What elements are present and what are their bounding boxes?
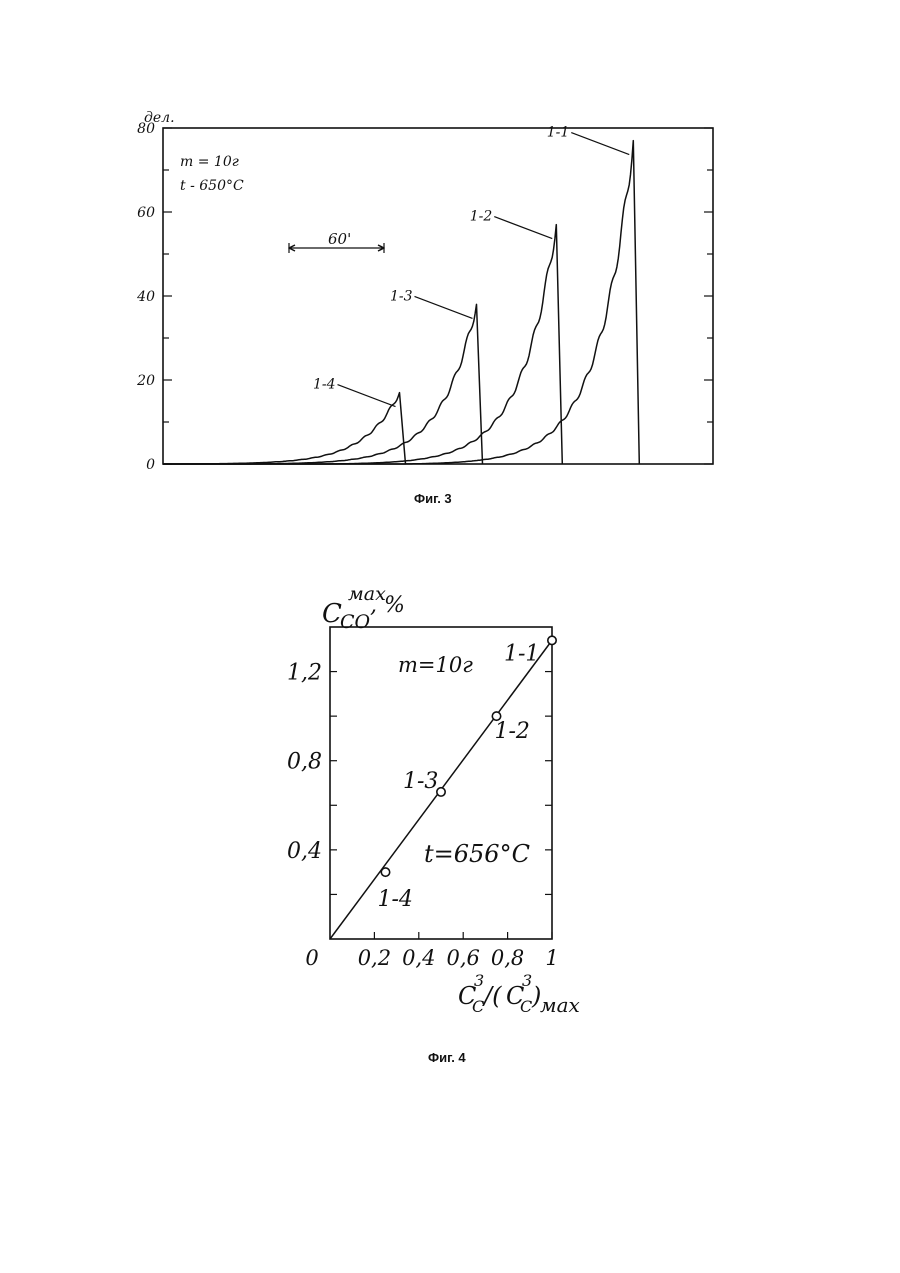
figure-3: дел. 020406080 m = 10г t - 650°C 60' 1-4… (136, 110, 713, 506)
fig4-x-tick-label: 0,8 (491, 946, 524, 970)
fig4-mass-annotation: m=10г (398, 653, 473, 677)
fig4-xlabel-b-tail: мах (540, 993, 580, 1017)
fig4-temp-annotation: t=656°C (424, 840, 530, 868)
fig3-scale-bar: 60' (289, 230, 384, 253)
fig3-series-labels: 1-4 1-3 1-2 1-1 (313, 125, 629, 407)
fig3-caption: Фиг. 3 (414, 491, 452, 506)
fig3-mass-annotation: m = 10г (180, 154, 239, 170)
fig3-y-ticks: 0 20 40 60 80 (136, 121, 172, 473)
fig4-xlabel-a-sub: C (472, 997, 484, 1016)
fig3-y-tick-label: 0 (146, 457, 155, 473)
fig4-data-point (381, 868, 389, 876)
fig4-caption: Фиг. 4 (428, 1050, 466, 1065)
fig3-temp-annotation: t - 650°C (180, 178, 244, 194)
fig3-label-leader (494, 217, 552, 239)
fig3-right-ticks (704, 128, 713, 464)
fig4-xlabel-b-sub: C (520, 997, 532, 1016)
fig3-label-leader (571, 133, 629, 155)
fig3-y-tick-label: 20 (136, 373, 155, 389)
fig4-xlabel-b-sup: 3 (522, 971, 532, 990)
fig4-y-axis-label: C мах CO , % (322, 583, 405, 633)
fig3-series-label: 1-2 (470, 209, 493, 225)
fig4-point-label: 1-2 (495, 719, 530, 744)
fig3-label-leader (338, 385, 396, 407)
fig4-x-tick-label: 0,6 (446, 946, 479, 970)
fig4-ylabel-sub: CO (340, 611, 371, 633)
fig4-x-axis-label: C 3 C /( C 3 C ) мах (458, 971, 580, 1017)
fig4-x-tick-label: 0,4 (402, 946, 435, 970)
fig4-x-tick-label: 1 (545, 946, 558, 970)
fig4-x-ticks: 0 0,2 0,4 0,6 0,8 1 (305, 932, 558, 970)
fig4-y-tick-label: 0,4 (287, 839, 322, 864)
fig3-series-label: 1-4 (313, 377, 336, 393)
fig3-curve-1-2 (163, 225, 562, 464)
fig4-points: 1-4 1-3 1-2 1-1 (378, 636, 557, 912)
fig3-y-tick-label: 40 (136, 289, 155, 305)
fig4-x-tick-label: 0 (305, 946, 318, 970)
fig4-ylabel-unit: , % (370, 593, 405, 618)
fig4-y-tick-label: 0,8 (287, 750, 322, 775)
fig4-xlabel-sep: /( (482, 982, 502, 1010)
fig3-y-tick-label: 80 (137, 121, 155, 137)
fig3-curve-1-4 (163, 393, 406, 464)
figure-4: C мах CO , % 0,4 0,8 1,2 0 0,2 0,4 0,6 0,8 1 C … (287, 583, 580, 1065)
fig4-data-point (548, 636, 556, 644)
fig4-point-label: 1-1 (504, 641, 539, 666)
fig4-xlabel-a-sup: 3 (474, 971, 484, 990)
fig3-series-label: 1-3 (390, 288, 413, 304)
fig4-y-tick-label: 1,2 (287, 661, 322, 686)
fig3-series-label: 1-1 (547, 125, 570, 141)
scale-bar-label: 60' (328, 230, 351, 248)
fig4-point-label: 1-4 (378, 887, 413, 912)
fig4-point-label: 1-3 (403, 769, 438, 794)
fig4-x-tick-label: 0,2 (358, 946, 391, 970)
fig4-ylabel-c: C (322, 599, 342, 629)
fig3-y-tick-label: 60 (137, 205, 155, 221)
fig3-label-leader (415, 296, 473, 318)
